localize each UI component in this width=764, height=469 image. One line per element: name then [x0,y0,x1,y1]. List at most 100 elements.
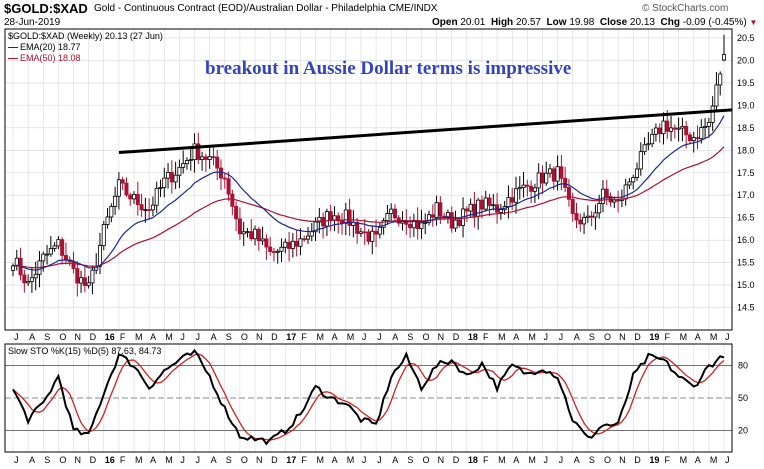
candle-body [377,226,382,235]
x-tick-label: S [226,455,232,465]
x-tick-label: S [44,332,50,342]
x-tick-label: O [59,455,66,465]
candle-body [616,199,621,202]
candle-body [71,261,76,269]
x-tick-label: J [362,455,367,465]
x-tick-label: J [180,455,185,465]
price-tick-label: 14.5 [737,303,755,313]
x-tick-label: A [695,455,701,465]
x-tick-label: M [680,455,688,465]
x-tick-label: 17 [286,332,296,342]
candle-body [268,246,273,252]
candle-body [389,208,394,214]
x-tick-label: M [165,455,173,465]
candle-body [653,127,658,135]
candle-body [113,195,118,207]
candle-body [563,177,568,188]
candle-body [540,172,545,184]
x-tick-label: J [543,332,548,342]
candle-body [63,255,68,261]
candle-body [222,177,227,180]
x-tick-label: M [498,332,506,342]
candle-body [116,179,121,197]
candle-body [676,127,681,130]
candle-body [374,230,379,235]
x-tick-label: A [513,455,519,465]
x-tick-label: 18 [468,332,478,342]
candle-body [200,156,205,160]
stochastic-tick-label: 50 [738,393,748,403]
x-tick-label: 19 [649,455,659,465]
candle-body [332,215,337,221]
x-tick-label: M [347,455,355,465]
x-tick-label: S [44,455,50,465]
candle-body [642,144,647,153]
candle-body [45,253,50,256]
x-tick-label: N [256,332,263,342]
candle-body [158,187,163,189]
candle-body [718,73,723,86]
candle-body [173,174,178,183]
candle-body [86,282,91,286]
stochastic-panel [4,343,733,453]
symbol-description: Gold - Continuous Contract (EOD)/Austral… [94,3,438,14]
price-tick-label: 17.5 [737,168,755,178]
candle-body [487,197,492,206]
x-tick-label: M [135,455,143,465]
candle-body [513,188,518,203]
candle-body [264,238,269,248]
candle-body [279,246,284,252]
candle-body [287,241,292,249]
candle-body [48,248,53,255]
candle-body [551,168,556,182]
candle-body [328,211,333,221]
x-tick-label: M [710,455,718,465]
x-tick-label: N [438,455,445,465]
candle-body [150,204,155,211]
candle-body [506,197,511,207]
x-tick-label: A [211,455,217,465]
candle-body [529,185,534,192]
candle-body [230,193,235,207]
brand-logo: © StockCharts.com [642,3,729,14]
candle-body [464,208,469,212]
x-tick-label: O [241,455,248,465]
candle-body [672,127,677,130]
price-tick-label: 18.5 [737,123,755,133]
x-tick-label: F [483,332,489,342]
candle-body [517,187,522,190]
candle-body [650,133,655,145]
x-tick-label: N [619,332,626,342]
candle-body [41,253,46,262]
candle-body [548,168,553,174]
candle-body [600,188,605,204]
stochastic-title: Slow STO %K(15) %D(5) 87.63, 84.73 [8,346,162,356]
x-tick-label: J [559,455,564,465]
candle-body [184,160,189,165]
down-triangle-icon: ▼ [749,18,758,27]
trendline [118,108,733,155]
candle-body [434,202,439,218]
price-tick-label: 20.5 [737,33,755,43]
legend-ema50: EMA(50) 18.08 [8,53,81,63]
candle-body [479,199,484,210]
candle-body [468,203,473,212]
x-tick-label: F [483,455,489,465]
x-tick-label: S [589,455,595,465]
x-tick-label: A [332,332,338,342]
x-tick-label: J [362,332,367,342]
x-tick-label: O [422,455,429,465]
candle-body [703,125,708,128]
candle-body [317,216,322,223]
x-tick-label: J [14,455,19,465]
x-tick-label: A [695,332,701,342]
candle-body [635,168,640,178]
x-tick-label: N [75,332,82,342]
candle-body [710,105,715,123]
candle-body [355,221,360,234]
candle-body [691,137,696,142]
candle-body [722,54,727,61]
candle-body [90,269,95,284]
candle-body [472,203,477,217]
